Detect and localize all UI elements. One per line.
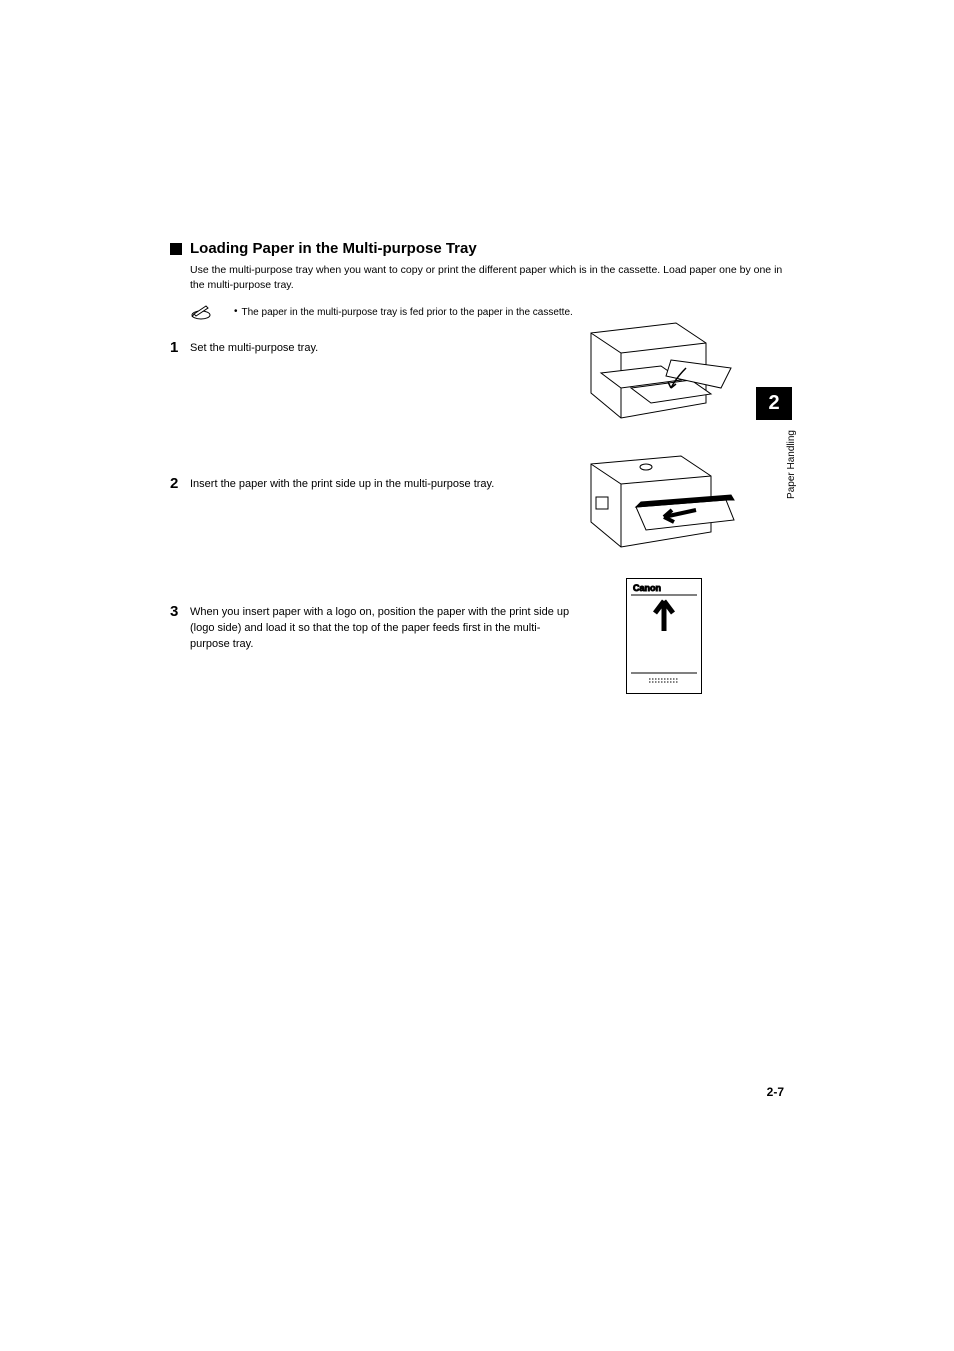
chapter-tab: 2 [756,387,792,420]
heading-text: Loading Paper in the Multi-purpose Tray [190,240,477,257]
note-bullet: • [234,306,238,317]
step-text: Set the multi-purpose tray. [190,339,580,357]
section-heading: Loading Paper in the Multi-purpose Tray [170,240,790,257]
chapter-tab-number: 2 [768,392,779,415]
illustration-step-3: Canon [626,578,702,694]
step-number: 2 [170,475,190,492]
note-text: The paper in the multi-purpose tray is f… [242,306,573,320]
step-text: Insert the paper with the print side up … [190,475,580,493]
step-text: When you insert paper with a logo on, po… [190,603,580,653]
illustration-step-2 [586,452,736,560]
chapter-side-label: Paper Handling [786,430,797,499]
intro-paragraph: Use the multi-purpose tray when you want… [190,263,790,292]
logo-brand-text: Canon [633,583,661,593]
step-number: 1 [170,339,190,356]
square-bullet-icon [170,243,182,255]
pencil-note-icon [190,304,212,325]
illustration-step-1 [586,318,736,436]
page-number: 2-7 [767,1085,784,1099]
step-number: 3 [170,603,190,620]
